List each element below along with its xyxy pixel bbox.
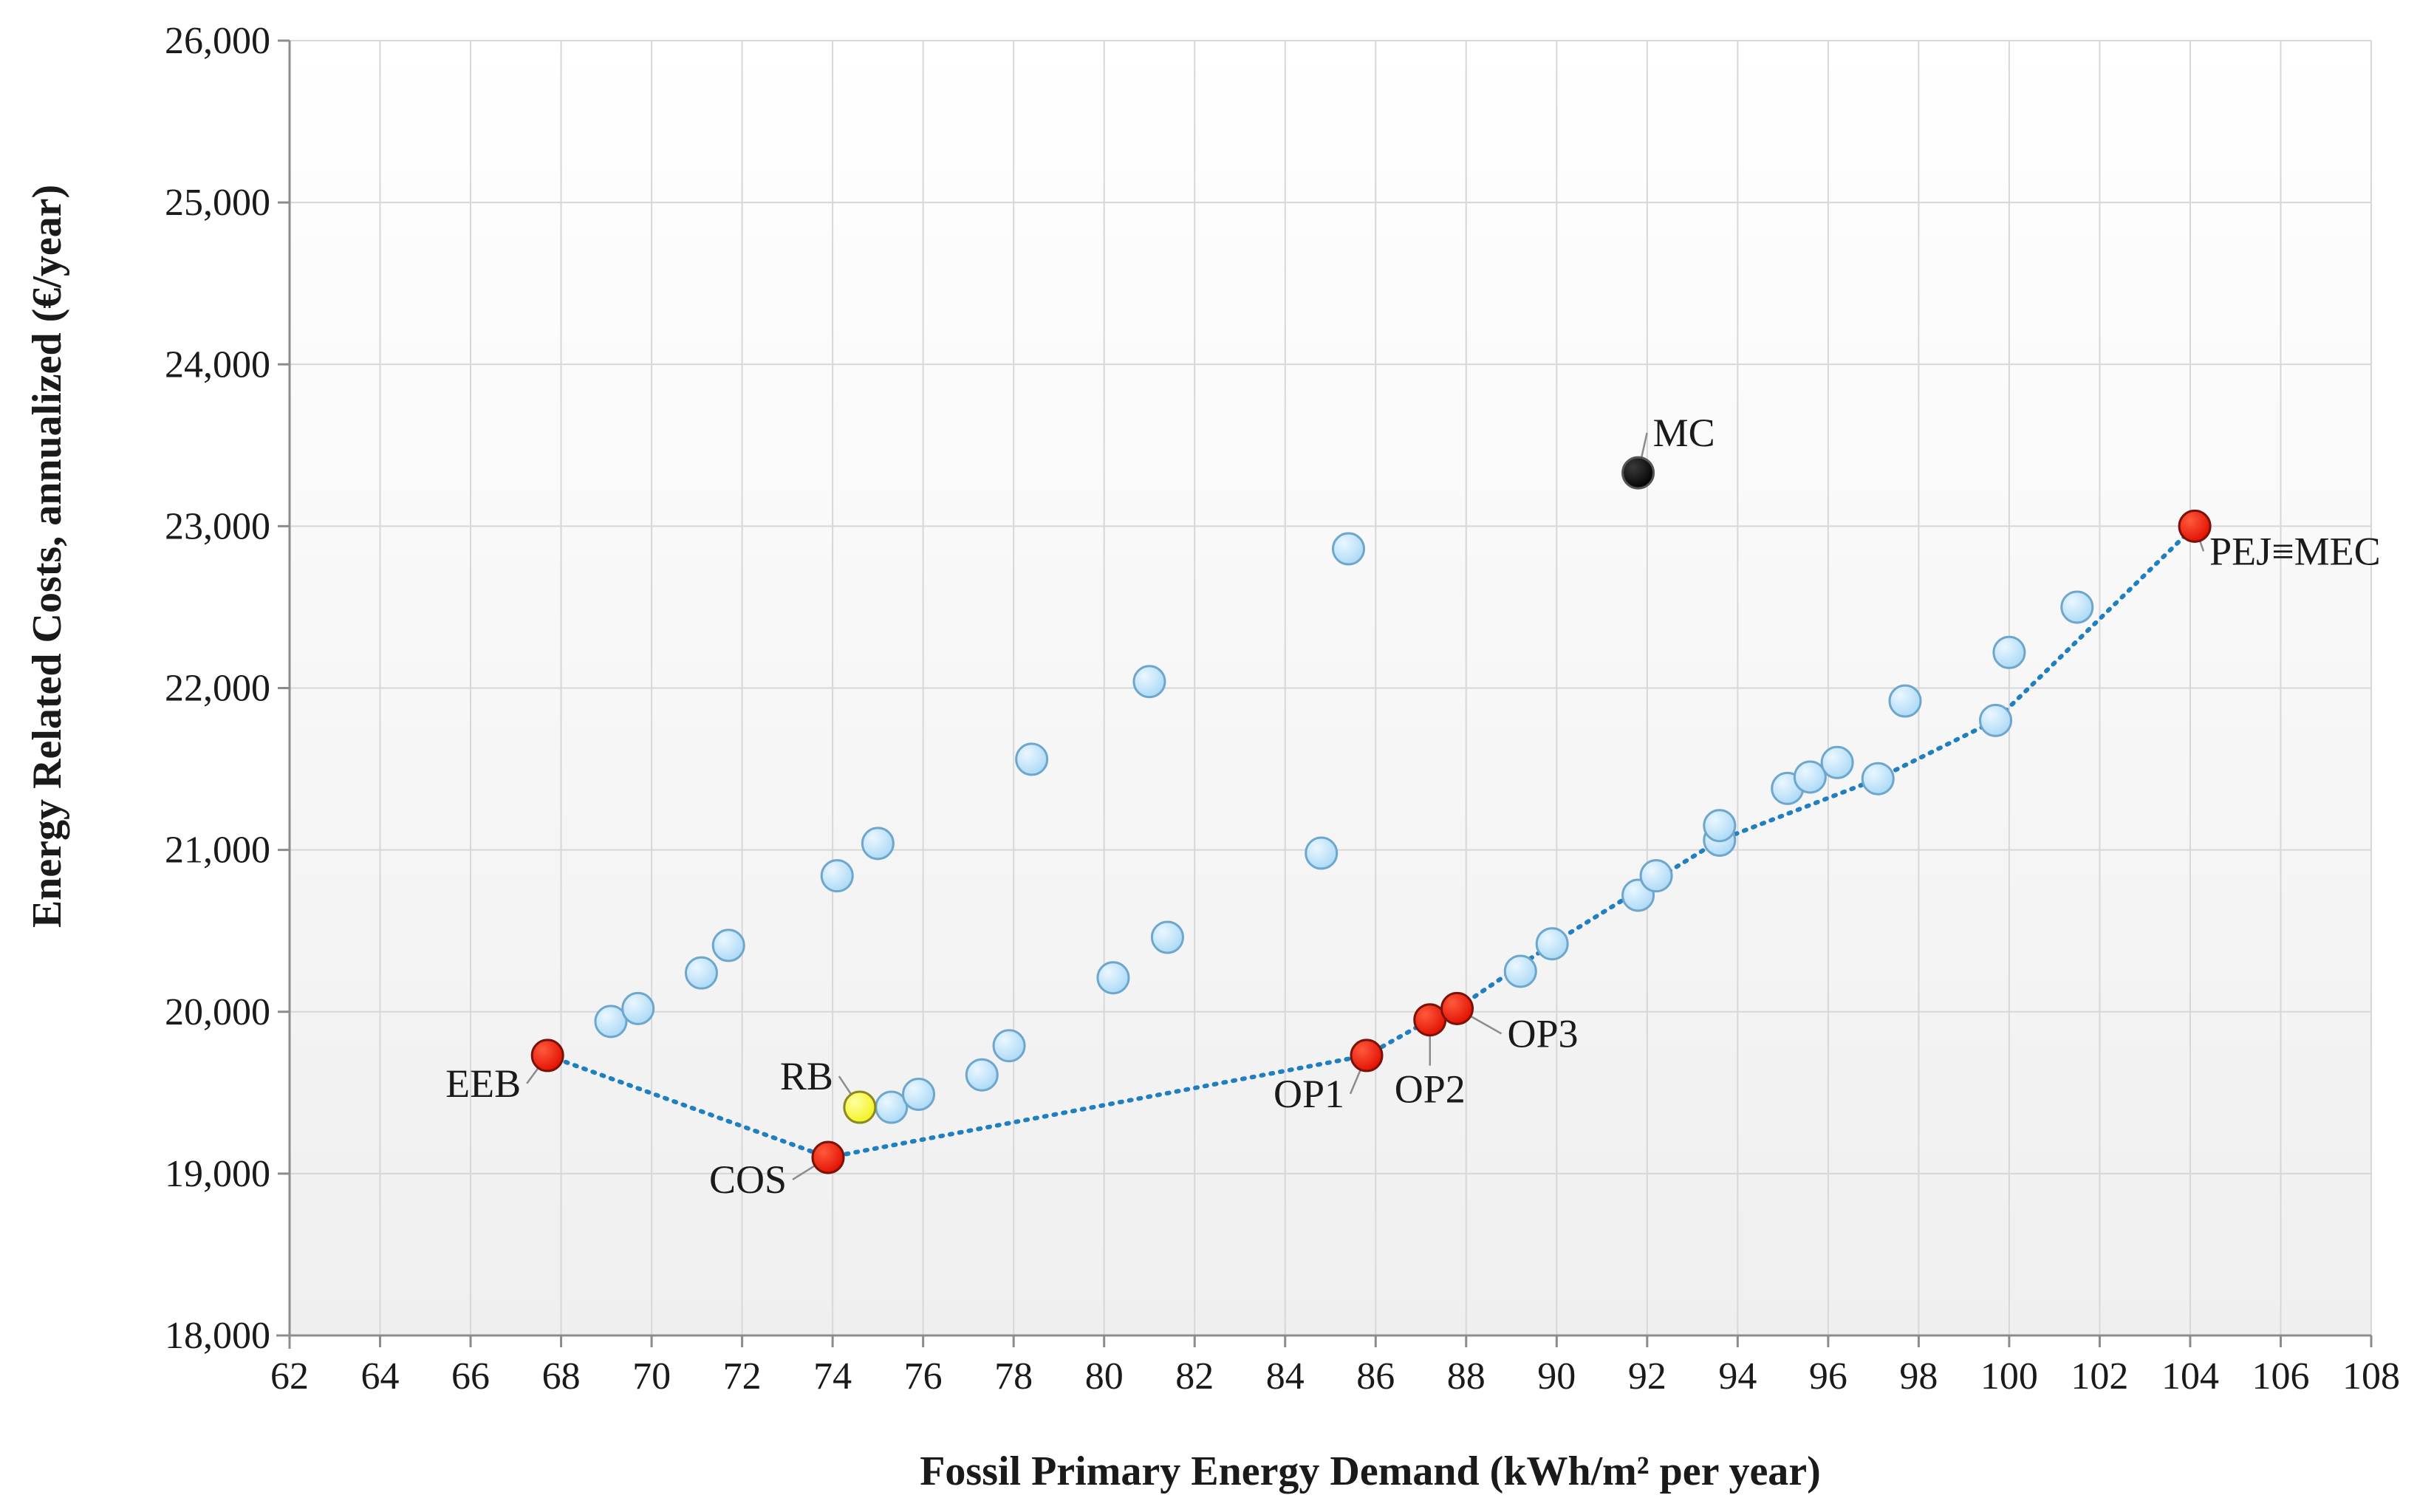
x-tick-label: 76 (904, 1355, 943, 1398)
solution-point (965, 1058, 999, 1092)
x-tick-label: 64 (361, 1355, 400, 1398)
x-tick-label: 78 (994, 1355, 1033, 1398)
optimal-point (811, 1140, 845, 1174)
solution-point (1305, 836, 1339, 870)
x-tick-label: 106 (2252, 1355, 2309, 1398)
point-label: COS (709, 1157, 787, 1202)
x-tick-label: 94 (1718, 1355, 1757, 1398)
solution-point (1150, 920, 1184, 954)
x-tick-label: 72 (723, 1355, 762, 1398)
optimal-point (2178, 509, 2212, 543)
solution-point (902, 1078, 936, 1112)
x-tick-label: 62 (270, 1355, 309, 1398)
x-tick-label: 80 (1085, 1355, 1124, 1398)
point-label: OP3 (1508, 1011, 1579, 1056)
x-tick-label: 98 (1899, 1355, 1938, 1398)
point-label: OP1 (1274, 1072, 1344, 1116)
x-tick-label: 104 (2161, 1355, 2219, 1398)
optimal-point (1440, 991, 1474, 1025)
solution-point (861, 827, 895, 861)
mc-point (1621, 456, 1655, 490)
y-axis-title: Energy Related Costs, annualized (€/year… (24, 185, 70, 928)
x-tick-labels: 62 64 66 68 70 72 74 76 78 80 82 84 86 88 90 92 94 96 98 10… (270, 1355, 2400, 1398)
y-tick-label: 26,000 (165, 20, 270, 62)
x-tick-label: 100 (1980, 1355, 2038, 1398)
solution-point (1096, 961, 1130, 995)
solution-point (594, 1005, 628, 1039)
solution-point (1332, 532, 1366, 566)
x-tick-label: 66 (451, 1355, 490, 1398)
point-label: OP2 (1395, 1067, 1466, 1112)
solution-point (684, 956, 718, 990)
x-tick-label: 102 (2071, 1355, 2128, 1398)
x-tick-label: 92 (1628, 1355, 1666, 1398)
x-tick-label: 68 (542, 1355, 581, 1398)
x-tick-label: 88 (1447, 1355, 1486, 1398)
y-tick-label: 22,000 (165, 668, 270, 710)
y-tick-label: 18,000 (165, 1315, 270, 1357)
point-label: PEJ≡MEC (2209, 529, 2381, 573)
y-tick-label: 19,000 (165, 1153, 270, 1195)
x-tick-label: 90 (1537, 1355, 1576, 1398)
point-label: MC (1653, 411, 1715, 455)
solution-point (1992, 635, 2026, 669)
solution-point (1503, 954, 1537, 988)
solution-point (1639, 859, 1673, 893)
solution-point (1132, 665, 1166, 699)
y-tick-label: 21,000 (165, 829, 270, 872)
solution-point (2060, 590, 2094, 624)
x-tick-label: 84 (1266, 1355, 1305, 1398)
solution-point (1979, 703, 2013, 737)
annotation-labels: EEB COS RB MC OP1 OP2 OP3 PEJ≡MEC (445, 411, 2380, 1202)
solution-point (1703, 809, 1737, 843)
x-tick-label: 86 (1356, 1355, 1395, 1398)
point-label: RB (780, 1054, 833, 1098)
solution-point (621, 991, 655, 1025)
y-tick-labels: 18,000 19,000 20,000 21,000 22,000 23,000 24,0… (165, 20, 270, 1357)
y-tick-label: 25,000 (165, 182, 270, 224)
x-tick-label: 74 (813, 1355, 852, 1398)
y-tick-label: 20,000 (165, 991, 270, 1033)
solution-point (1861, 762, 1895, 796)
solution-point (1888, 684, 1922, 718)
solution-point (711, 928, 745, 962)
point-label: EEB (445, 1061, 521, 1106)
solution-point (1015, 742, 1049, 776)
reference-point (843, 1090, 877, 1124)
solution-point (992, 1029, 1026, 1063)
x-tick-label: 82 (1175, 1355, 1214, 1398)
x-axis-title: Fossil Primary Energy Demand (kWh/m² per… (920, 1448, 1821, 1494)
solution-point (820, 859, 854, 893)
y-tick-label: 23,000 (165, 505, 270, 547)
optimal-point (1350, 1039, 1384, 1073)
solution-point (1793, 760, 1827, 794)
data-points (530, 456, 2212, 1174)
axes (276, 39, 2373, 1349)
solution-point (1820, 745, 1854, 779)
x-tick-label: 70 (632, 1355, 671, 1398)
x-tick-label: 108 (2342, 1355, 2400, 1398)
optimal-point (530, 1039, 564, 1073)
x-tick-label: 96 (1809, 1355, 1847, 1398)
solution-point (1535, 927, 1569, 961)
y-tick-label: 24,000 (165, 343, 270, 386)
